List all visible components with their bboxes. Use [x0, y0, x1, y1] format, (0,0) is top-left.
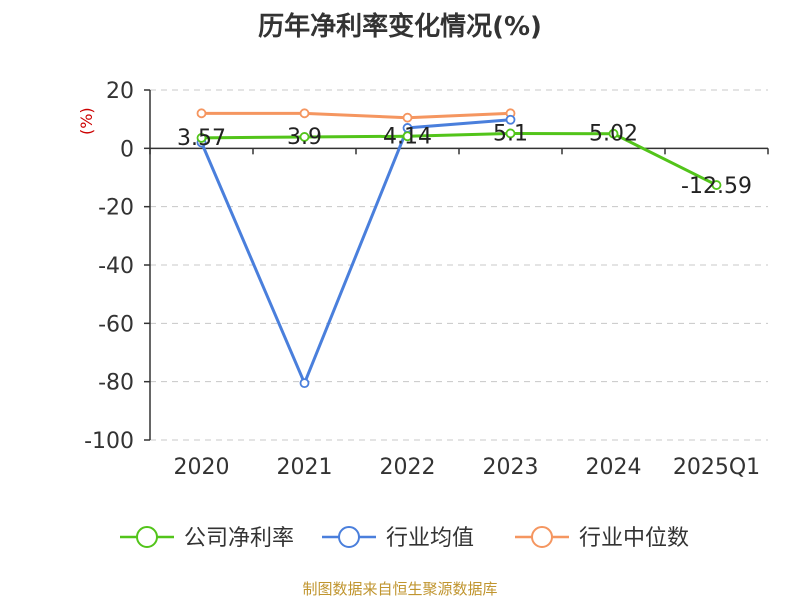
data-point	[196, 108, 207, 119]
data-label: 3.9	[287, 125, 322, 150]
data-label: -12.59	[681, 174, 752, 199]
x-tick-label: 2022	[380, 455, 436, 480]
data-point	[711, 180, 722, 190]
series-line-2	[201, 111, 511, 120]
data-point	[299, 132, 310, 142]
data-point	[299, 378, 310, 389]
series-line-0	[201, 131, 718, 187]
y-tick-label: -100	[84, 429, 134, 454]
legend-marker-2	[531, 526, 553, 548]
grid-layer	[150, 89, 768, 441]
legend-marker-1	[338, 526, 360, 548]
data-label: 3.57	[177, 126, 226, 151]
x-tick-label: 2023	[483, 455, 539, 480]
x-tick-label: 2025Q1	[673, 455, 760, 480]
legend-item-label: 行业均值	[386, 526, 474, 551]
data-point	[402, 131, 413, 142]
data-point	[402, 112, 413, 123]
y-tick-label: 0	[120, 137, 134, 162]
data-point	[196, 133, 207, 143]
data-point	[505, 114, 516, 125]
axis-layer: 20 0 -20 -40 -60 -80 -100 2020 2021 2022 2023 2024 2…	[77, 79, 769, 480]
y-tick-label: -80	[98, 371, 134, 396]
y-tick-label: -40	[98, 254, 134, 279]
legend-marker-0	[136, 526, 158, 548]
y-tick-label: 20	[106, 79, 134, 104]
legend-layer: 公司净利率 行业均值 行业中位数	[120, 526, 689, 551]
data-point	[299, 108, 310, 119]
footer-source: 制图数据来自恒生聚源数据库	[302, 580, 498, 598]
y-axis-unit-label: (%)	[77, 107, 96, 135]
data-label: 5.02	[589, 122, 638, 147]
y-tick-label: -20	[98, 196, 134, 221]
x-tick-label: 2024	[586, 455, 642, 480]
data-point	[505, 128, 516, 139]
data-label: 5.1	[493, 121, 528, 146]
series-line-1	[200, 118, 511, 385]
legend-item-label: 公司净利率	[184, 526, 294, 551]
data-label: 4.14	[383, 124, 432, 149]
y-tick-label: -60	[98, 312, 134, 337]
label-layer: 3.57 3.9 4.14 5.1 5.02 -12.59	[177, 121, 752, 199]
series-layer	[196, 108, 722, 389]
x-tick-label: 2020	[174, 455, 230, 480]
data-point	[608, 128, 619, 139]
x-tick-label: 2021	[277, 455, 333, 480]
legend-item-label: 行业中位数	[579, 526, 689, 551]
chart-title: 历年净利率变化情况(%)	[258, 12, 542, 42]
